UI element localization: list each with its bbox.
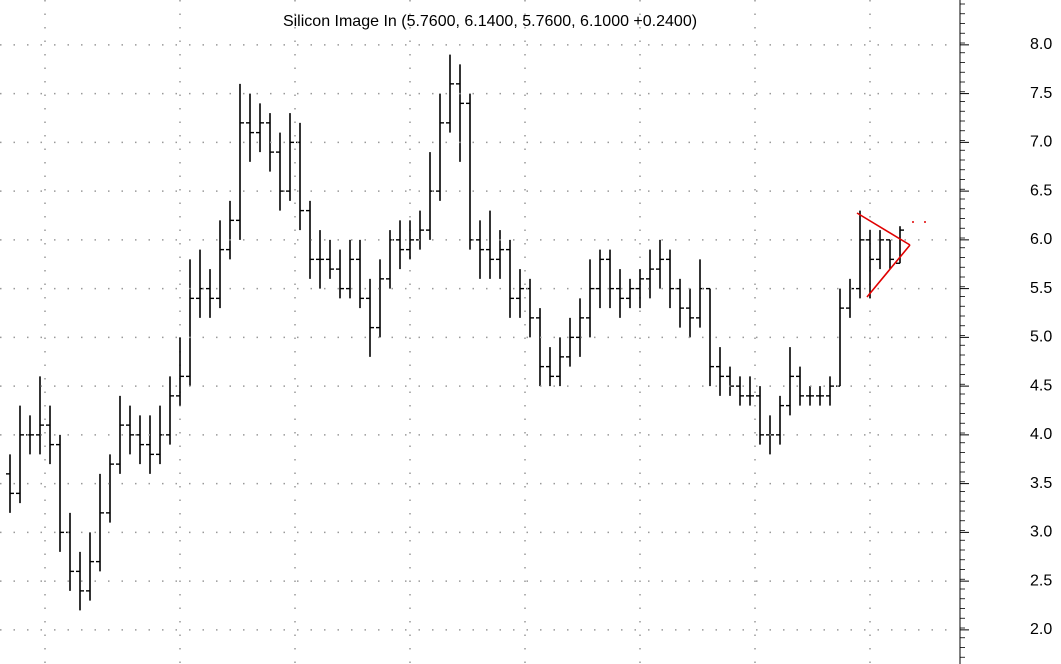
triangle-annotation [856, 212, 935, 298]
y-tick-label: 7.5 [1030, 85, 1052, 102]
y-tick-label: 3.5 [1030, 475, 1052, 492]
y-tick-label: 5.5 [1030, 280, 1052, 297]
y-tick-label: 7.0 [1030, 134, 1052, 151]
y-tick-label: 3.0 [1030, 524, 1052, 541]
y-tick-label: 4.5 [1030, 377, 1052, 394]
y-tick-label: 2.0 [1030, 621, 1052, 638]
chart-title: Silicon Image In (5.7600, 6.1400, 5.7600… [283, 13, 697, 30]
bars [6, 54, 904, 611]
y-tick-label: 6.5 [1030, 182, 1052, 199]
y-tick-label: 2.5 [1030, 572, 1052, 589]
annotation-line [856, 212, 911, 246]
vertical-grid [44, 0, 871, 664]
y-tick-label: 8.0 [1030, 36, 1052, 53]
y-tick-label: 4.0 [1030, 426, 1052, 443]
y-tick-label: 5.0 [1030, 329, 1052, 346]
annotation-line [866, 244, 911, 298]
y-tick-label: 6.0 [1030, 231, 1052, 248]
